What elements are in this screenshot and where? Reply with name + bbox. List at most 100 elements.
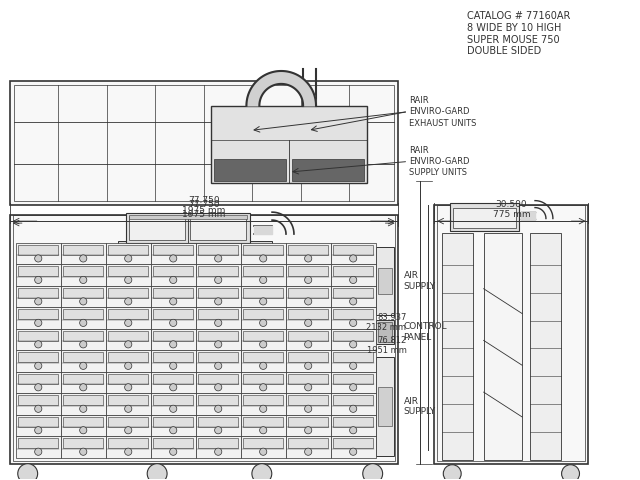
Bar — [129, 216, 185, 240]
Polygon shape — [301, 94, 314, 99]
Text: AIR
SUPPLY: AIR SUPPLY — [403, 271, 436, 291]
Bar — [108, 352, 148, 362]
Bar — [484, 233, 522, 460]
Bar — [154, 331, 193, 341]
Bar — [285, 243, 331, 264]
Circle shape — [214, 362, 222, 370]
Bar — [241, 286, 285, 307]
Bar — [10, 215, 397, 464]
Bar — [19, 395, 58, 405]
Bar — [16, 415, 61, 436]
Bar — [154, 395, 193, 405]
Bar — [243, 266, 283, 276]
Bar — [19, 266, 58, 276]
Bar — [106, 264, 151, 286]
Bar — [13, 215, 395, 461]
Polygon shape — [250, 90, 262, 96]
Circle shape — [214, 448, 222, 456]
Circle shape — [79, 405, 87, 412]
Polygon shape — [268, 73, 274, 85]
Bar — [154, 266, 193, 276]
Circle shape — [349, 448, 356, 456]
Bar — [241, 350, 285, 372]
Text: 83.937
2132 mm: 83.937 2132 mm — [367, 313, 406, 332]
Circle shape — [125, 298, 132, 305]
Circle shape — [79, 298, 87, 305]
Bar — [19, 373, 58, 384]
Bar — [196, 393, 241, 415]
Polygon shape — [251, 87, 262, 95]
Polygon shape — [285, 72, 289, 84]
Bar — [376, 320, 394, 344]
Bar — [16, 372, 61, 393]
Bar — [196, 436, 241, 458]
Bar — [196, 415, 241, 436]
Bar — [108, 288, 148, 298]
Polygon shape — [248, 92, 261, 98]
Circle shape — [214, 276, 222, 284]
Bar — [198, 417, 238, 427]
Bar — [241, 329, 285, 350]
Bar — [243, 395, 283, 405]
Polygon shape — [256, 81, 266, 91]
Polygon shape — [262, 76, 270, 87]
Polygon shape — [303, 99, 316, 102]
Bar — [241, 393, 285, 415]
Bar — [108, 395, 148, 405]
Polygon shape — [297, 82, 307, 91]
Polygon shape — [287, 72, 291, 85]
Circle shape — [125, 427, 132, 434]
Bar — [241, 264, 285, 286]
Bar — [452, 208, 516, 228]
Bar — [331, 415, 376, 436]
Bar — [106, 415, 151, 436]
Circle shape — [79, 448, 87, 456]
Bar — [151, 436, 196, 458]
Bar — [63, 331, 103, 341]
Circle shape — [349, 384, 356, 391]
Bar — [285, 264, 331, 286]
Bar — [198, 288, 238, 298]
Circle shape — [170, 319, 177, 326]
Bar — [333, 352, 373, 362]
Bar — [16, 264, 61, 286]
Bar — [333, 395, 373, 405]
Bar — [437, 205, 586, 461]
Circle shape — [349, 276, 356, 284]
Polygon shape — [284, 71, 286, 84]
Circle shape — [170, 341, 177, 348]
Bar — [289, 417, 328, 427]
Bar — [63, 266, 103, 276]
Polygon shape — [280, 71, 282, 84]
Polygon shape — [287, 72, 292, 85]
Bar — [151, 415, 196, 436]
Text: RAIR
ENVIRO-GARD
SUPPLY UNITS: RAIR ENVIRO-GARD SUPPLY UNITS — [410, 146, 470, 177]
Bar — [106, 286, 151, 307]
Bar — [241, 436, 285, 458]
Circle shape — [79, 427, 87, 434]
Circle shape — [214, 384, 222, 391]
Bar — [14, 85, 394, 201]
Bar — [243, 417, 283, 427]
Polygon shape — [254, 83, 265, 92]
Bar — [63, 352, 103, 362]
Circle shape — [214, 427, 222, 434]
Bar — [333, 309, 373, 319]
Bar — [450, 203, 519, 231]
Circle shape — [349, 341, 356, 348]
Polygon shape — [246, 100, 260, 103]
Bar — [108, 309, 148, 319]
Circle shape — [125, 255, 132, 262]
Text: 76.812
1951 mm: 76.812 1951 mm — [367, 336, 406, 355]
Bar — [61, 350, 106, 372]
Bar — [154, 288, 193, 298]
Bar — [285, 350, 331, 372]
Bar — [198, 331, 238, 341]
Circle shape — [260, 405, 267, 412]
Bar — [292, 159, 364, 181]
Polygon shape — [298, 84, 309, 93]
Bar — [16, 393, 61, 415]
Bar — [241, 307, 285, 329]
Text: CATALOG # 77160AR
8 WIDE BY 10 HIGH
SUPER MOUSE 750
DOUBLE SIDED: CATALOG # 77160AR 8 WIDE BY 10 HIGH SUPE… — [467, 12, 570, 56]
Circle shape — [561, 465, 579, 480]
